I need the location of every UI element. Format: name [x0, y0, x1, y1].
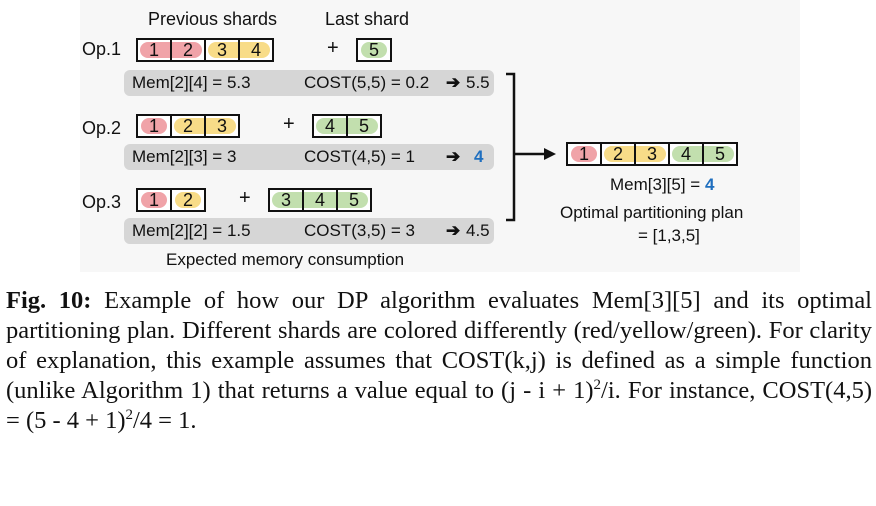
op1-cell-3: 3 — [204, 38, 240, 62]
op1-label: Op.1 — [82, 39, 122, 59]
op3-cell-1: 1 — [136, 188, 172, 212]
op2-mem: Mem[2][3] = 3 — [132, 147, 237, 166]
plan-value: = [1,3,5] — [638, 226, 700, 245]
op1-last-shard: 5 — [356, 38, 392, 62]
op2-calculation: Mem[2][3] = 3 COST(4,5) = 1 ➔ 4 — [124, 144, 494, 170]
op3-result: 4.5 — [466, 221, 490, 240]
op2-label: Op.2 — [82, 118, 122, 138]
expected-memory-label: Expected memory consumption — [166, 250, 405, 269]
result-cell-3: 3 — [634, 142, 670, 166]
caption-text-2: /i. For instance, COST(4,5) = (5 - 4 + 1… — [6, 377, 872, 434]
op3-arrow-icon: ➔ — [446, 221, 461, 240]
op1-mem: Mem[2][4] = 5.3 — [132, 73, 251, 92]
caption-superscript-2: 2 — [125, 406, 134, 423]
op1-cell-4: 4 — [238, 38, 274, 62]
result-cell-2: 2 — [600, 142, 636, 166]
op2-arrow-icon: ➔ — [446, 147, 461, 166]
result-mem-prefix: Mem[3][5] = — [610, 175, 705, 194]
op1-previous-shards: 1 2 3 4 — [136, 38, 274, 62]
op1-calculation: Mem[2][4] = 5.3 COST(5,5) = 0.2 ➔ 5.5 — [124, 70, 494, 96]
op2-plus: + — [283, 113, 295, 135]
op3-cell-2: 2 — [170, 188, 206, 212]
op3-cell-3: 3 — [268, 188, 304, 212]
op3-cell-4: 4 — [302, 188, 338, 212]
op2-cell-2: 2 — [170, 114, 206, 138]
caption-text-1: Example of how our DP algorithm evaluate… — [6, 287, 872, 404]
op3-mem: Mem[2][2] = 1.5 — [132, 221, 251, 240]
caption-superscript-1: 2 — [593, 376, 602, 393]
op2-cell-3: 3 — [204, 114, 240, 138]
caption-text-3: /4 = 1. — [133, 407, 197, 434]
op2-cell-5: 5 — [346, 114, 382, 138]
op1-cell-5: 5 — [356, 38, 392, 62]
figure-caption: Fig. 10: Example of how our DP algorithm… — [6, 286, 872, 436]
op1-result: 5.5 — [466, 73, 490, 92]
op2-cost: COST(4,5) = 1 — [304, 147, 416, 166]
op1-cell-2: 2 — [170, 38, 206, 62]
header-last-shard: Last shard — [325, 9, 410, 29]
dp-example-figure: Previous shards Last shard Op.1 1 2 3 4 … — [80, 0, 800, 272]
op1-plus: + — [327, 37, 339, 59]
op3-calculation: Mem[2][2] = 1.5 COST(3,5) = 3 ➔ 4.5 — [124, 218, 494, 244]
op2-cell-4: 4 — [312, 114, 348, 138]
bracket-arrow-icon — [506, 72, 556, 222]
op2-last-shards: 4 5 — [312, 114, 382, 138]
header-previous-shards: Previous shards — [148, 9, 278, 29]
op1-cost: COST(5,5) = 0.2 — [304, 73, 430, 92]
result-cell-4: 4 — [668, 142, 704, 166]
op2-previous-shards: 1 2 3 — [136, 114, 240, 138]
op3-plus: + — [239, 187, 251, 209]
op1-cell-1: 1 — [136, 38, 172, 62]
result-mem-value: 4 — [704, 175, 715, 194]
result-mem: Mem[3][5] = 4 — [610, 175, 714, 195]
op2-result: 4 — [474, 147, 484, 166]
op3-cost: COST(3,5) = 3 — [304, 221, 416, 240]
result-cell-1: 1 — [566, 142, 602, 166]
result-partitioned-shards: 1 2 3 4 5 — [566, 142, 738, 166]
result-cell-5: 5 — [702, 142, 738, 166]
op3-label: Op.3 — [82, 192, 122, 212]
op2-cell-1: 1 — [136, 114, 172, 138]
caption-label: Fig. 10: — [6, 287, 92, 314]
op3-last-shards: 3 4 5 — [268, 188, 372, 212]
op3-cell-5: 5 — [336, 188, 372, 212]
op1-arrow-icon: ➔ — [446, 73, 461, 92]
plan-label: Optimal partitioning plan — [560, 203, 744, 222]
op3-previous-shards: 1 2 — [136, 188, 206, 212]
